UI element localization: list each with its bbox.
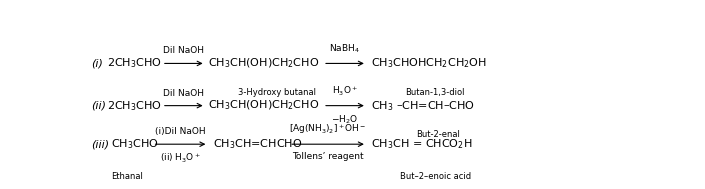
Text: CH$_3$ –CH=CH–CHO: CH$_3$ –CH=CH–CHO <box>371 99 475 112</box>
Text: CH$_3$CHOHCH$_2$CH$_2$OH: CH$_3$CHOHCH$_2$CH$_2$OH <box>371 57 487 70</box>
Text: But–2–enoic acid: But–2–enoic acid <box>400 172 471 181</box>
Text: 2CH$_3$CHO: 2CH$_3$CHO <box>107 57 162 70</box>
Text: Tollens’ reagent: Tollens’ reagent <box>292 152 364 161</box>
Text: CH$_3$CHO: CH$_3$CHO <box>111 137 159 151</box>
Text: Dil NaOH: Dil NaOH <box>164 46 204 55</box>
Text: (iii): (iii) <box>91 139 109 149</box>
Text: −H$_2$O: −H$_2$O <box>331 114 359 126</box>
Text: CH$_3$CH = CHCO$_2$H: CH$_3$CH = CHCO$_2$H <box>371 137 472 151</box>
Text: (i)Dil NaOH: (i)Dil NaOH <box>155 127 206 136</box>
Text: 2CH$_3$CHO: 2CH$_3$CHO <box>107 99 162 112</box>
Text: CH$_3$CH(OH)CH$_2$CHO: CH$_3$CH(OH)CH$_2$CHO <box>209 99 319 112</box>
Text: H$_3$O$^+$: H$_3$O$^+$ <box>332 84 358 98</box>
Text: But-2-enal: But-2-enal <box>416 130 460 139</box>
Text: Dil NaOH: Dil NaOH <box>164 89 204 98</box>
Text: Ethanal: Ethanal <box>111 172 143 181</box>
Text: [Ag(NH$_3$)$_2$]$^+$OH$^-$: [Ag(NH$_3$)$_2$]$^+$OH$^-$ <box>289 122 367 136</box>
Text: CH$_3$CH=CHCHO: CH$_3$CH=CHCHO <box>213 137 302 151</box>
Text: CH$_3$CH(OH)CH$_2$CHO: CH$_3$CH(OH)CH$_2$CHO <box>209 57 319 70</box>
Text: (ii): (ii) <box>91 101 106 111</box>
Text: (ii) H$_3$O$^+$: (ii) H$_3$O$^+$ <box>160 152 201 165</box>
Text: (i): (i) <box>91 58 103 68</box>
Text: Butan-1,3-diol: Butan-1,3-diol <box>405 88 465 97</box>
Text: NaBH$_4$: NaBH$_4$ <box>329 43 360 55</box>
Text: 3-Hydroxy butanal: 3-Hydroxy butanal <box>238 88 317 97</box>
